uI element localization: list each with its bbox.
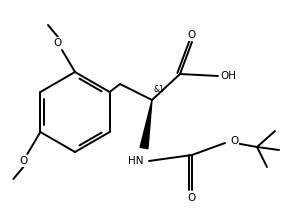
Text: O: O xyxy=(188,193,196,203)
Text: &1: &1 xyxy=(154,85,165,95)
Text: O: O xyxy=(54,38,62,48)
Text: O: O xyxy=(230,136,238,146)
Polygon shape xyxy=(140,100,152,149)
Text: O: O xyxy=(19,156,27,166)
Text: HN: HN xyxy=(128,156,144,166)
Text: OH: OH xyxy=(220,71,236,81)
Text: O: O xyxy=(188,30,196,40)
